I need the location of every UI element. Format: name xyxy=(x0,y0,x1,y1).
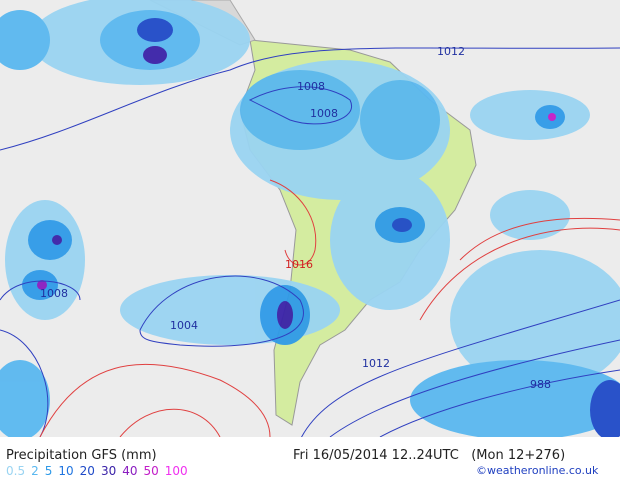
legend-item: 50 xyxy=(143,464,159,478)
isobar-label: 1012 xyxy=(437,45,465,58)
legend-item: 5 xyxy=(44,464,53,478)
footer: Precipitation GFS (mm) Fri 16/05/2014 12… xyxy=(0,437,620,479)
isobar-label: 988 xyxy=(530,378,551,391)
isobars-red xyxy=(39,179,620,437)
credit: ©weatheronline.co.uk xyxy=(476,464,599,477)
isobars-blue xyxy=(0,47,620,437)
map: 1012 1008 1008 1016 1004 1008 1012 988 xyxy=(0,0,620,437)
isobar-label: 1008 xyxy=(310,107,338,120)
run-text: (Mon 12+276) xyxy=(471,448,566,463)
isobar-label: 1016 xyxy=(285,258,313,271)
legend-item: 20 xyxy=(79,464,95,478)
legend-item: 0.5 xyxy=(6,464,26,478)
isobar-label: 1012 xyxy=(362,357,390,370)
legend-item: 40 xyxy=(122,464,138,478)
legend-item: 30 xyxy=(100,464,117,478)
isobar-label: 1008 xyxy=(297,80,325,93)
isobar-label: 1008 xyxy=(40,287,68,300)
legend-item: 2 xyxy=(31,464,39,478)
title: Precipitation GFS (mm) xyxy=(6,448,157,463)
isobar-label: 1004 xyxy=(170,319,198,332)
legend-item: 10 xyxy=(58,464,74,478)
valid-time: Fri 16/05/2014 12..24UTC (Mon 12+276) xyxy=(293,448,565,463)
precipitation xyxy=(0,0,620,437)
legend: 0.5 2 5 10 20 30 40 50 100 xyxy=(6,464,194,478)
valid-time-text: Fri 16/05/2014 12..24UTC xyxy=(293,448,459,463)
legend-item: 100 xyxy=(164,464,188,478)
